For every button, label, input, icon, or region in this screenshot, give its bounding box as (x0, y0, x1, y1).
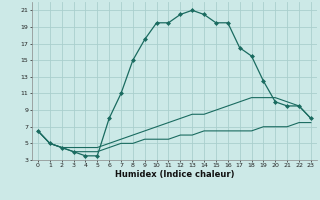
X-axis label: Humidex (Indice chaleur): Humidex (Indice chaleur) (115, 170, 234, 179)
